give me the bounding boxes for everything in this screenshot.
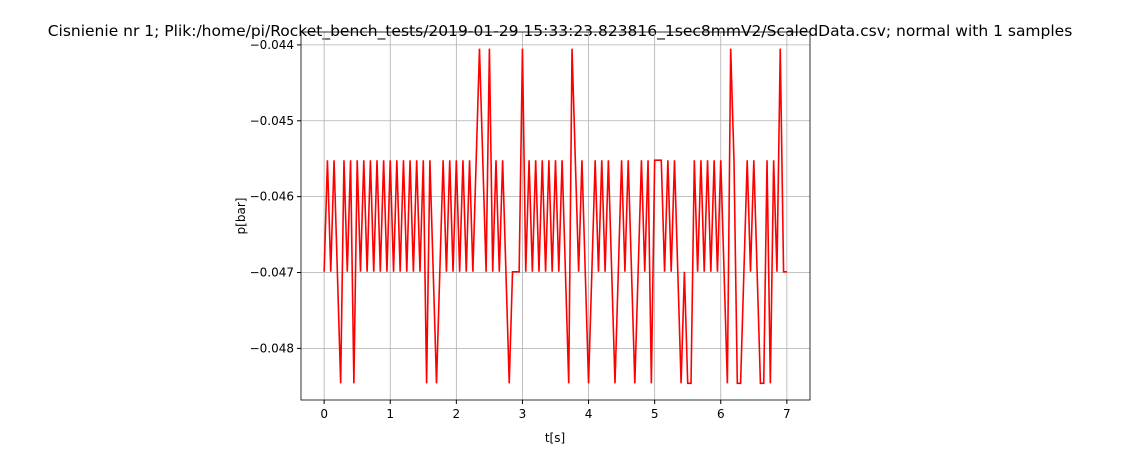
y-tick-label: −0.044 [250, 38, 294, 52]
x-tick-label: 1 [386, 407, 394, 421]
x-tick-label: 5 [651, 407, 659, 421]
y-tick-label: −0.045 [250, 114, 294, 128]
x-tick-label: 4 [585, 407, 593, 421]
x-tick-label: 7 [783, 407, 791, 421]
x-tick-label: 0 [320, 407, 328, 421]
y-tick-label: −0.046 [250, 190, 294, 204]
x-axis-label: t[s] [545, 431, 565, 445]
x-tick-label: 2 [453, 407, 461, 421]
x-tick-label: 6 [717, 407, 725, 421]
data-line [323, 48, 787, 385]
plot-frame [300, 31, 811, 401]
x-tick-label: 3 [519, 407, 527, 421]
y-axis-label: p[bar] [234, 198, 248, 235]
chart-title: Cisnienie nr 1; Plik:/home/pi/Rocket_ben… [48, 22, 1073, 41]
y-tick-label: −0.047 [250, 266, 294, 280]
y-tick-label: −0.048 [250, 341, 294, 355]
